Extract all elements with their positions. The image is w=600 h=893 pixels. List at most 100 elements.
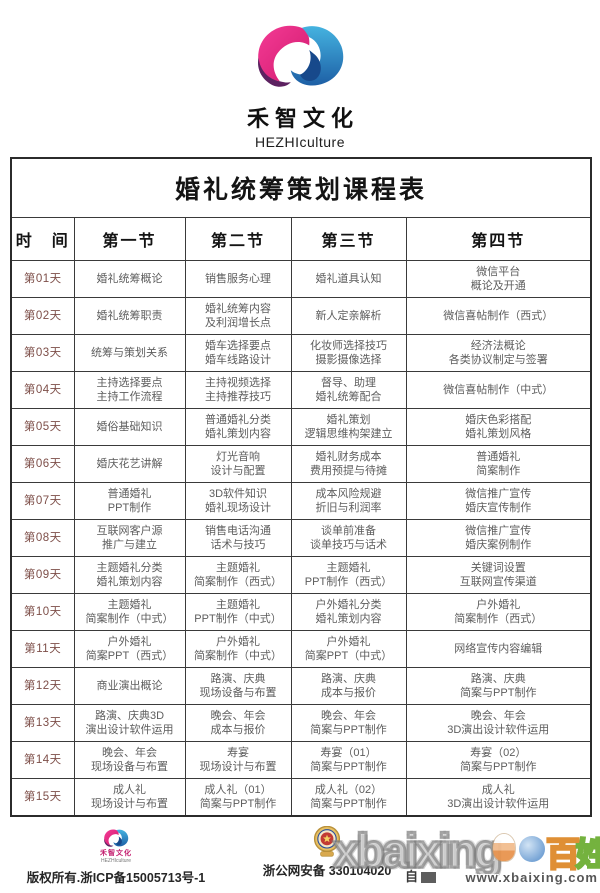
day-cell: 第05天 [10,408,75,446]
flower-icon [519,836,545,862]
table-row: 第06天 婚庆花艺讲解 灯光音响 设计与配置 婚礼财务成本 费用预提与待摊 普通婚礼 简案制作 [10,445,592,483]
table-row: 第03天 统筹与策划关系 婚车选择要点 婚车线路设计 化妆师选择技巧 摄影摄像选择 经济法概… [10,334,592,372]
course-cell: 商业演出概论 [73,667,186,705]
course-cell: 主持视频选择 主持推荐技巧 [184,371,292,409]
course-cell: 成人礼（01） 简案与PPT制作 [184,778,292,817]
course-cell: 婚俗基础知识 [73,408,186,446]
title-row: 婚礼统筹策划课程表 [10,157,592,218]
day-cell: 第14天 [10,741,75,779]
table-row: 第08天 互联网客户源 推广与建立 销售电话沟通 话术与技巧 谈单前准备 谈单技巧与话术 微信… [10,519,592,557]
course-cell: 成人礼 3D演出设计软件运用 [405,778,592,817]
day-cell: 第06天 [10,445,75,483]
course-cell: 主题婚礼 简案制作（中式） [73,593,186,631]
table-row: 第15天 成人礼 现场设计与布置 成人礼（01） 简案与PPT制作 成人礼（02） 简案与P… [10,778,592,817]
day-cell: 第01天 [10,260,75,298]
watermark-char-bai: 百 [545,835,582,876]
day-cell: 第13天 [10,704,75,742]
course-cell: 寿宴（02） 简案与PPT制作 [405,741,592,779]
course-schedule-table: 婚礼统筹策划课程表 时 间 第一节 第二节 第三节 第四节 第01天 婚礼统筹概论… [10,157,593,817]
course-cell: 新人定亲解析 [290,297,407,335]
course-cell: 微信推广宣传 婚庆案例制作 [405,519,592,557]
course-cell: 经济法概论 各类协议制定与签署 [405,334,592,372]
col-header-session2: 第二节 [184,217,292,261]
header-row: 时 间 第一节 第二节 第三节 第四节 [10,217,592,261]
table-row: 第04天 主持选择要点 主持工作流程 主持视频选择 主持推荐技巧 督导、助理 婚礼统筹配合微… [10,371,592,409]
course-cell: 微信喜帖制作（西式） [405,297,592,335]
day-cell: 第12天 [10,667,75,705]
course-cell: 3D软件知识 婚礼现场设计 [184,482,292,520]
col-header-session3: 第三节 [290,217,407,261]
course-cell: 婚庆色彩搭配 婚礼策划风格 [405,408,592,446]
course-cell: 婚礼统筹概论 [73,260,186,298]
table-title: 婚礼统筹策划课程表 [10,157,592,218]
course-cell: 婚礼道具认知 [290,260,407,298]
day-cell: 第09天 [10,556,75,594]
course-cell: 婚车选择要点 婚车线路设计 [184,334,292,372]
col-header-time: 时 间 [10,217,75,261]
table-row: 第02天 婚礼统筹职责 婚礼统筹内容 及利润增长点 新人定亲解析 微信喜帖制作（西式） [10,297,592,335]
course-cell: 网络宣传内容编辑 [405,630,592,668]
brand-logo-icon [254,24,346,98]
course-cell: 婚礼统筹职责 [73,297,186,335]
watermark-url: www.xbaixing.com [465,870,598,885]
course-cell: 户外婚礼 简案PPT（西式） [73,630,186,668]
day-cell: 第04天 [10,371,75,409]
course-cell: 晚会、年会 3D演出设计软件运用 [405,704,592,742]
footer-brand-logo-icon [103,829,129,850]
table-row: 第10天 主题婚礼 简案制作（中式） 主题婚礼 PPT制作（中式） 户外婚礼分类 婚礼策划内… [10,593,592,631]
schedule-body: 第01天 婚礼统筹概论 销售服务心理 婚礼道具认知 微信平台 概论及开通 第02天 婚礼统筹职… [10,260,592,817]
course-cell: 销售电话沟通 话术与技巧 [184,519,292,557]
course-cell: 婚礼财务成本 费用预提与待摊 [290,445,407,483]
course-cell: 主题婚礼 PPT制作（西式） [290,556,407,594]
course-cell: 主题婚礼 PPT制作（中式） [184,593,292,631]
course-cell: 路演、庆典3D 演出设计软件运用 [73,704,186,742]
police-number: 330104020 [328,864,392,878]
course-cell: 户外婚礼 简案制作（西式） [405,593,592,631]
police-label: 浙公网安备 [262,864,326,878]
course-cell: 户外婚礼分类 婚礼策划内容 [290,593,407,631]
footer-left: 禾智文化 HEZHIculture 版权所有.浙ICP备15005713号-1 [26,829,206,886]
course-cell: 晚会、年会 现场设备与布置 [73,741,186,779]
course-cell: 灯光音响 设计与配置 [184,445,292,483]
table-row: 第13天 路演、庆典3D 演出设计软件运用 晚会、年会 成本与报价 晚会、年会 简案与PPT… [10,704,592,742]
course-cell: 晚会、年会 成本与报价 [184,704,292,742]
table-row: 第05天 婚俗基础知识 普通婚礼分类 婚礼策划内容 婚礼策划 逻辑思维构架建立 婚庆色彩搭配… [10,408,592,446]
day-cell: 第15天 [10,778,75,817]
day-cell: 第10天 [10,593,75,631]
course-cell: 户外婚礼 简案制作（中式） [184,630,292,668]
course-cell: 婚礼策划 逻辑思维构架建立 [290,408,407,446]
col-header-session1: 第一节 [73,217,186,261]
course-cell: 寿宴（01） 简案与PPT制作 [290,741,407,779]
watermark-char-xing: 姓 [575,835,600,874]
course-cell: 互联网客户源 推广与建立 [73,519,186,557]
table-row: 第09天 主题婚礼分类 婚礼策划内容 主题婚礼 简案制作（西式） 主题婚礼 PPT制作（西式… [10,556,592,594]
course-cell: 成人礼（02） 简案与PPT制作 [290,778,407,817]
course-cell: 微信推广宣传 婚庆宣传制作 [405,482,592,520]
course-cell: 主题婚礼 简案制作（西式） [184,556,292,594]
day-cell: 第08天 [10,519,75,557]
table-row: 第07天 普通婚礼 PPT制作 3D软件知识 婚礼现场设计 成本风险规避 折旧与利润率 微信推… [10,482,592,520]
day-cell: 第11天 [10,630,75,668]
course-cell: 婚礼统筹内容 及利润增长点 [184,297,292,335]
course-cell: 化妆师选择技巧 摄影摄像选择 [290,334,407,372]
course-cell: 微信喜帖制作（中式） [405,371,592,409]
table-row: 第01天 婚礼统筹概论 销售服务心理 婚礼道具认知 微信平台 概论及开通 [10,260,592,298]
course-cell: 路演、庆典 成本与报价 [290,667,407,705]
course-cell: 普通婚礼 PPT制作 [73,482,186,520]
course-cell: 婚庆花艺讲解 [73,445,186,483]
course-cell: 普通婚礼 简案制作 [405,445,592,483]
table-row: 第11天 户外婚礼 简案PPT（西式） 户外婚礼 简案制作（中式） 户外婚礼 简案PPT（中… [10,630,592,668]
course-cell: 主题婚礼分类 婚礼策划内容 [73,556,186,594]
course-cell: 寿宴 现场设计与布置 [184,741,292,779]
course-cell: 督导、助理 婚礼统筹配合 [290,371,407,409]
course-cell: 谈单前准备 谈单技巧与话术 [290,519,407,557]
footer-brand-en: HEZHIculture [100,858,131,864]
footer-brand-cn: 禾智文化 [100,850,132,857]
brand-name-en: HEZHIculture [254,134,346,150]
copyright-text: 版权所有.浙ICP备15005713号-1 [26,871,206,885]
chef-mascot-icon [493,834,515,861]
course-cell: 成人礼 现场设计与布置 [73,778,186,817]
police-registration-text: 浙公网安备 330104020 [232,860,422,879]
brand-header: 禾智文化 HEZHIculture [0,24,600,150]
